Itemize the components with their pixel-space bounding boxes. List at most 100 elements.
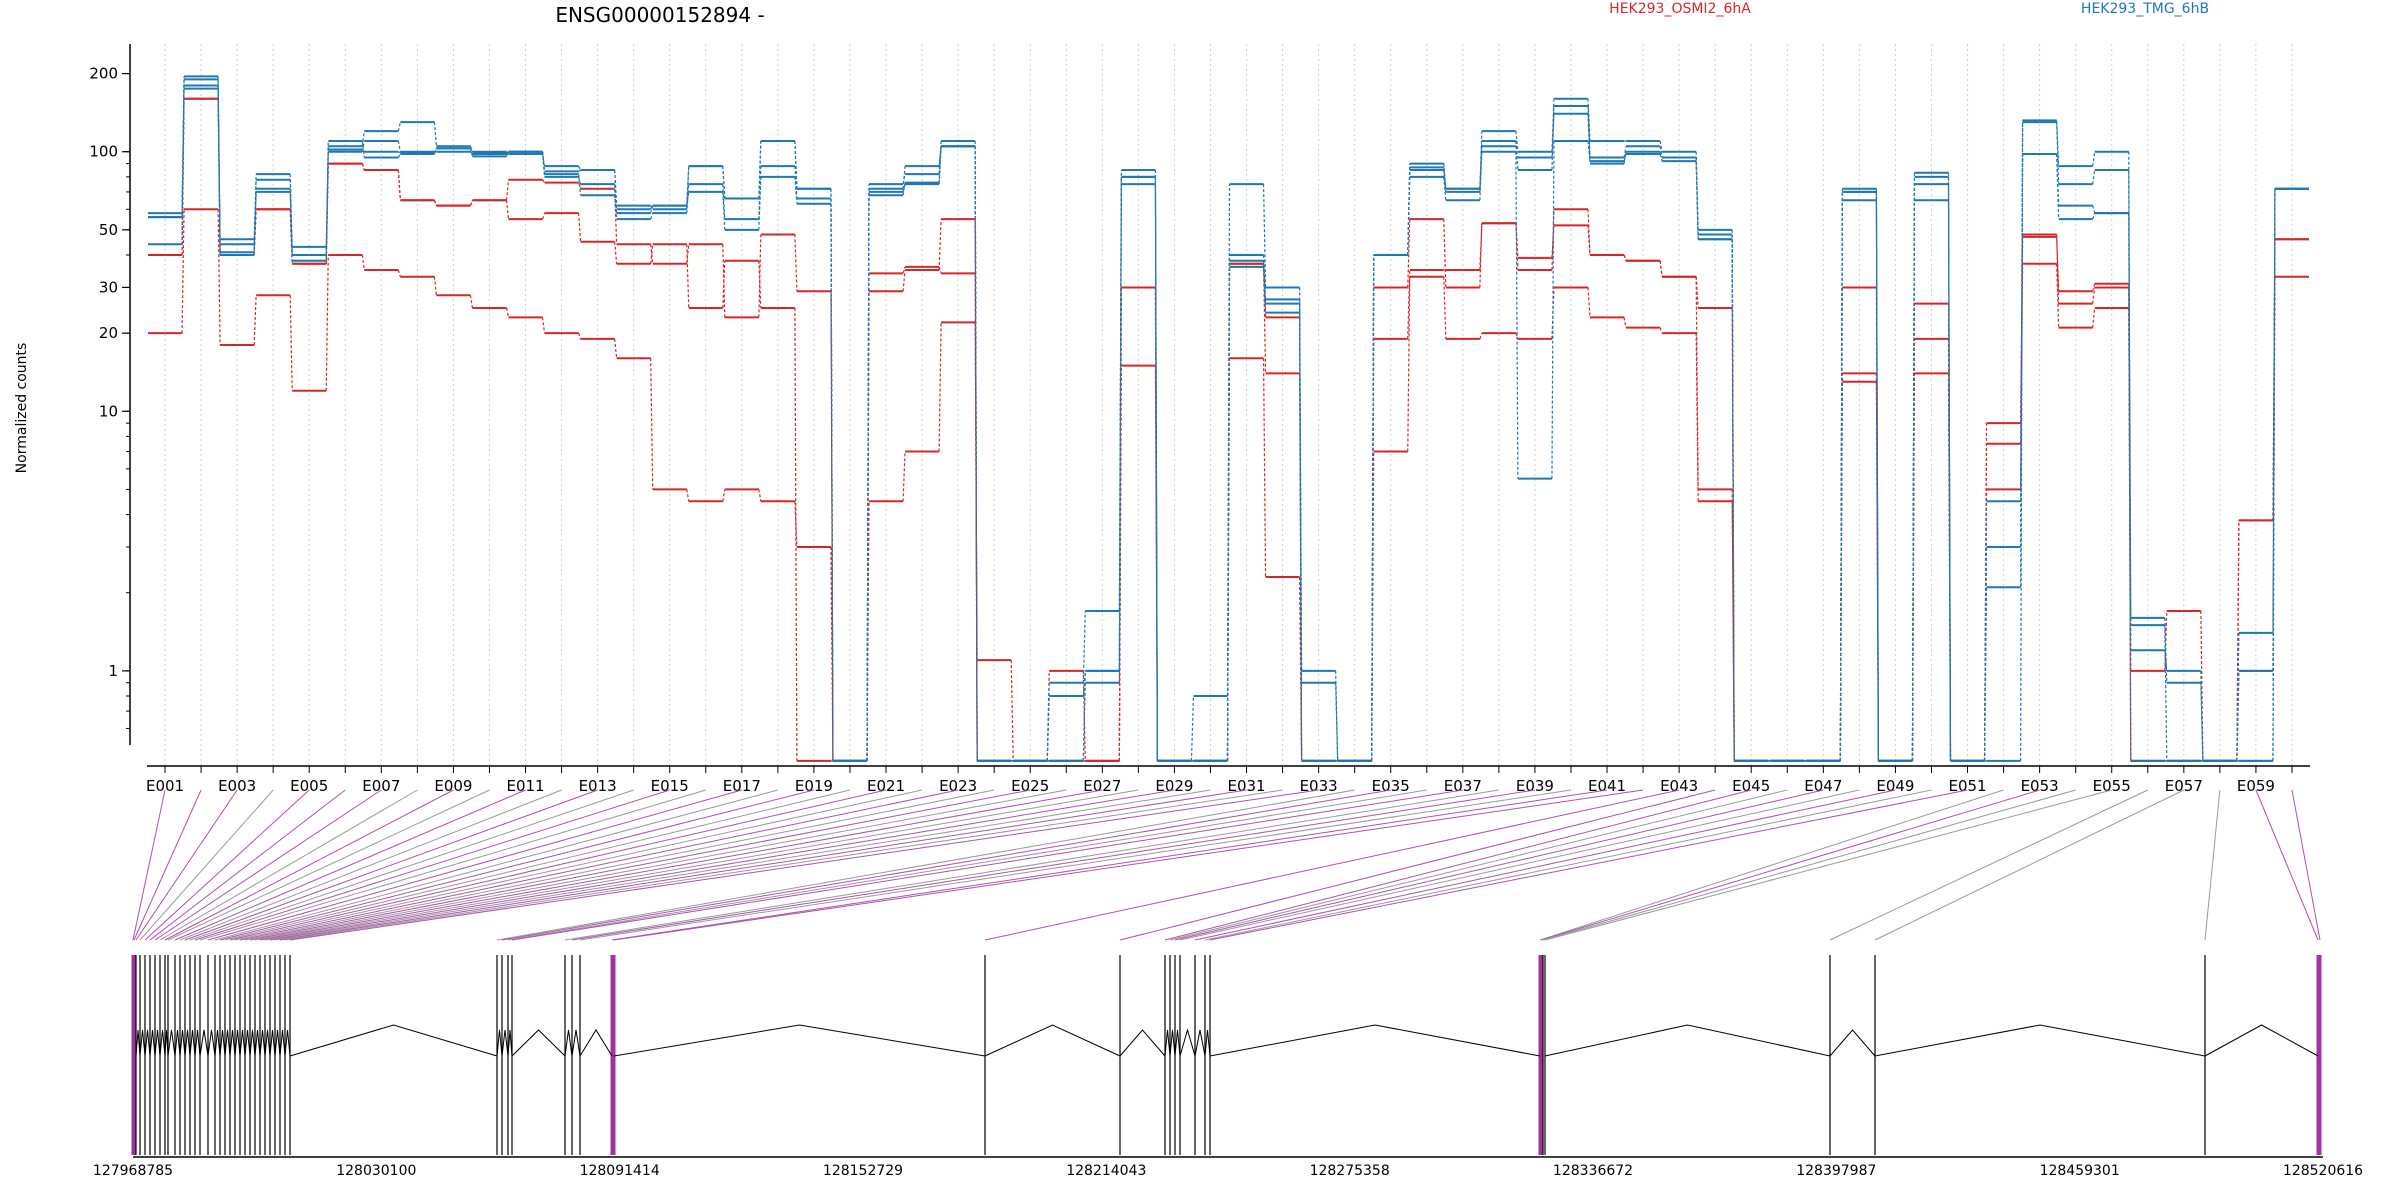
series-connector <box>2272 188 2276 633</box>
series-connector <box>361 254 365 271</box>
intron-line <box>269 1029 276 1057</box>
intron-line <box>189 1029 196 1057</box>
series-connector <box>253 191 257 253</box>
intron-line <box>1209 1024 1541 1057</box>
series-connector <box>2019 153 2024 502</box>
series-connector <box>1479 151 1483 201</box>
series-connector <box>1911 373 1916 761</box>
intron-line <box>167 1029 176 1057</box>
series-connector <box>1479 332 1483 340</box>
series-connector <box>758 489 762 502</box>
series-connector <box>1911 184 1916 761</box>
series-connector <box>2056 122 2060 185</box>
series-connector <box>1262 254 1267 304</box>
exon-connector <box>501 789 1391 941</box>
y-tick-label: 100 <box>89 143 118 161</box>
series-connector <box>902 451 906 502</box>
exon-connector <box>571 789 1536 941</box>
series-connector <box>2128 283 2132 761</box>
exon-tick-label: E055 <box>2093 777 2131 795</box>
series-connector <box>758 176 762 230</box>
intron-line <box>139 1029 146 1057</box>
intron-line <box>207 1029 216 1057</box>
series-connector <box>469 148 473 154</box>
y-tick-label: 200 <box>89 65 118 83</box>
series-connector <box>1046 682 1050 761</box>
intron-line <box>179 1029 186 1057</box>
series-connector <box>1335 682 1339 761</box>
series-connector <box>361 149 365 153</box>
exon-connector <box>1204 789 1932 941</box>
series-connector <box>866 501 870 761</box>
series-connector <box>217 209 221 346</box>
exon-tick-label: E019 <box>795 777 833 795</box>
intron-line <box>579 1029 613 1057</box>
chart-title: ENSG00000152894 - <box>555 3 764 27</box>
series-connector <box>578 213 582 242</box>
series-connector <box>541 212 546 220</box>
series-connector <box>1623 153 1627 162</box>
series-connector <box>541 151 546 172</box>
genome-tick-label: 128520616 <box>2283 1163 2363 1179</box>
genome-tick-label: 128275358 <box>1310 1163 1390 1179</box>
y-tick-label: 20 <box>99 324 118 342</box>
intron-line <box>199 1029 209 1057</box>
series-connector <box>578 176 582 185</box>
series-connector <box>2200 670 2204 761</box>
series-connector <box>686 244 690 309</box>
exon-connector <box>511 789 1463 941</box>
series-connector <box>1262 266 1267 313</box>
series-connector <box>686 489 690 502</box>
series-connector <box>505 307 510 318</box>
intron-line <box>239 1029 246 1057</box>
series-connector <box>1659 327 1663 334</box>
exon-tick-label: E003 <box>218 777 256 795</box>
series-connector <box>1515 151 1519 479</box>
exon-connector <box>984 789 1680 941</box>
intron-line <box>1164 1029 1171 1057</box>
series-connector <box>902 166 906 189</box>
series-connector <box>722 489 726 502</box>
gene-model <box>131 955 2322 1155</box>
exon-connector <box>144 789 310 941</box>
series-connector <box>1659 151 1663 158</box>
exon-tick-label: E023 <box>939 777 977 795</box>
exon-connector <box>1119 789 1716 941</box>
intron-line <box>244 1029 251 1057</box>
exon-connector <box>1544 789 2112 941</box>
exon-connector <box>496 789 1355 941</box>
series-connector <box>1587 113 1591 164</box>
series-connector <box>1695 157 1699 240</box>
series-connector <box>650 244 654 264</box>
intron-line <box>274 1029 281 1057</box>
intron-line <box>254 1029 261 1057</box>
genome-tick-label: 128397987 <box>1796 1163 1876 1179</box>
series-connector <box>686 166 690 206</box>
series-connector <box>2056 234 2060 292</box>
series-connector <box>2092 212 2096 220</box>
exon-connector <box>1179 789 1860 941</box>
exon-connector <box>239 789 959 941</box>
series-connector <box>1407 276 1411 452</box>
series-connector <box>1695 276 1699 490</box>
genome-axis: 127968785 128030100 128091414 128152729 1282… <box>93 1156 2363 1179</box>
intron-line <box>149 1029 156 1057</box>
series-connector <box>2092 205 2096 214</box>
series-connector <box>1298 299 1303 761</box>
series-connector <box>1515 131 1519 152</box>
series-connector <box>325 255 329 391</box>
intron-line <box>984 1024 1121 1057</box>
exon-connector <box>279 789 1247 941</box>
exon-connector <box>564 789 1499 941</box>
series-connector <box>217 79 221 253</box>
series-connector <box>1443 176 1447 201</box>
intron-line <box>1194 1029 1206 1057</box>
exon-connector <box>1209 789 1968 941</box>
series-connector <box>397 140 401 152</box>
series-connector <box>794 140 798 189</box>
series-connector <box>938 146 942 183</box>
series-connector <box>542 179 546 183</box>
series-connector <box>361 140 365 158</box>
exon-tick-label: E047 <box>1804 777 1842 795</box>
